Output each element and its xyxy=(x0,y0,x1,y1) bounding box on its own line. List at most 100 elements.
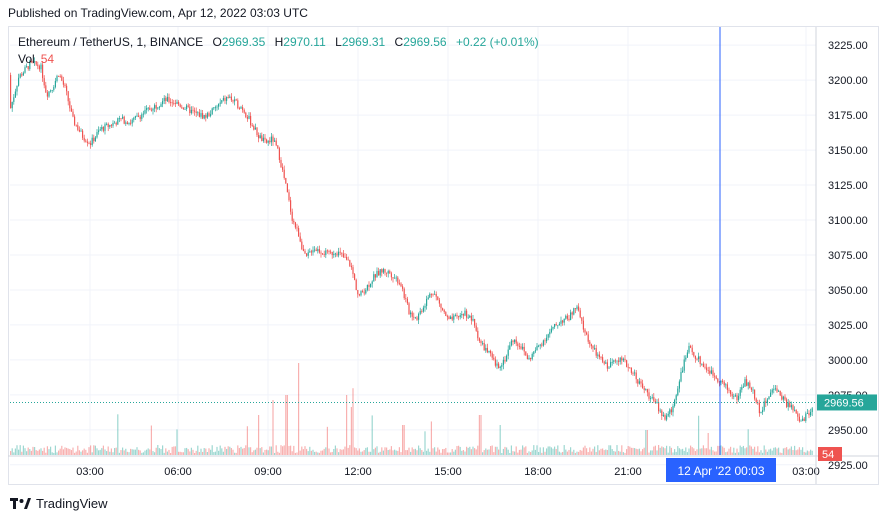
candle-body xyxy=(445,312,447,317)
volume-bar xyxy=(210,449,212,455)
volume-bar xyxy=(102,445,104,455)
volume-bar xyxy=(486,449,488,455)
volume-bar xyxy=(722,446,724,455)
volume-bar xyxy=(106,451,108,455)
candle-body xyxy=(629,367,631,369)
candle-body xyxy=(530,357,532,360)
volume-bar xyxy=(688,448,690,455)
candle-body xyxy=(43,78,45,86)
volume-bar xyxy=(355,448,357,455)
candle-body xyxy=(339,251,341,253)
volume-bar xyxy=(206,452,208,455)
volume-bar xyxy=(150,425,152,455)
volume-bar xyxy=(762,452,764,455)
volume-bar xyxy=(224,446,226,455)
volume-bar xyxy=(472,446,474,455)
volume-bar xyxy=(456,446,458,455)
volume-bar xyxy=(554,446,556,455)
candle-body xyxy=(746,379,748,386)
candle-body xyxy=(568,318,570,321)
volume-bar xyxy=(259,448,261,455)
candle-body xyxy=(518,345,520,347)
volume-bar xyxy=(58,450,60,455)
candle-body xyxy=(138,115,140,117)
candle-body xyxy=(541,344,543,346)
candle-body xyxy=(714,375,716,377)
candle-body xyxy=(323,254,325,256)
volume-bar xyxy=(498,449,500,455)
last-price-badge xyxy=(817,394,877,411)
candle-body xyxy=(578,306,580,311)
candle-body xyxy=(626,360,628,367)
candle-body xyxy=(512,340,514,343)
volume-bar xyxy=(403,425,405,455)
candle-body xyxy=(226,96,228,101)
candle-body xyxy=(491,353,493,358)
candle-body xyxy=(258,135,260,139)
volume-bar xyxy=(21,451,23,455)
volume-bar xyxy=(282,446,284,455)
candle-body xyxy=(176,102,178,104)
candle-body xyxy=(558,323,560,326)
candle-body xyxy=(466,310,468,318)
volume-bar xyxy=(592,448,594,455)
candle-body xyxy=(117,118,119,125)
symbol-name[interactable]: Ethereum / TetherUS, 1, BINANCE xyxy=(18,35,204,49)
volume-bar xyxy=(723,447,725,455)
volume-bar xyxy=(326,426,328,455)
candle-body xyxy=(355,279,357,291)
candle-body xyxy=(195,111,197,113)
candle-body xyxy=(106,123,108,125)
volume-bar xyxy=(718,445,720,455)
volume-bar xyxy=(613,451,615,455)
volume-bar xyxy=(544,451,546,455)
low-value: 2969.31 xyxy=(341,35,386,49)
volume-bar xyxy=(558,451,560,455)
volume-bar xyxy=(683,450,685,455)
volume-bar xyxy=(608,445,610,455)
candle-body xyxy=(520,346,522,349)
volume-bar xyxy=(245,445,247,455)
candle-body xyxy=(40,64,42,70)
volume-bar xyxy=(630,447,632,455)
volume-bar xyxy=(808,451,810,455)
candle-body xyxy=(616,360,618,362)
candle-body xyxy=(179,104,181,107)
volume-bar xyxy=(48,449,50,455)
volume-bar xyxy=(672,452,674,455)
candle-body xyxy=(131,119,133,124)
candle-body xyxy=(317,249,319,252)
volume-bar xyxy=(154,452,156,455)
candle-body xyxy=(206,113,208,118)
candle-body xyxy=(102,126,104,131)
volume-bar xyxy=(98,450,100,455)
volume-bar xyxy=(405,450,407,455)
volume-bar xyxy=(616,445,618,455)
candle-body xyxy=(88,142,90,144)
volume-bar xyxy=(435,451,437,455)
volume-bar xyxy=(262,452,264,455)
candle-body xyxy=(141,114,143,119)
y-tick-label: 3000.00 xyxy=(828,355,868,367)
volume-bar xyxy=(430,421,432,455)
volume-bar xyxy=(563,445,565,455)
candle-body xyxy=(186,105,188,109)
candle-body xyxy=(70,108,72,112)
volume-bar xyxy=(686,452,688,455)
volume-bar xyxy=(341,449,343,455)
candle-body xyxy=(658,402,660,412)
volume-bar xyxy=(107,446,109,455)
volume-bar xyxy=(482,452,484,455)
candle-body xyxy=(118,118,120,120)
volume-bar xyxy=(382,450,384,455)
candle-body xyxy=(22,72,24,76)
volume-bar xyxy=(62,449,64,455)
candle-body xyxy=(392,277,394,279)
volume-bar xyxy=(642,449,644,455)
volume-bar xyxy=(698,415,700,455)
candle-body xyxy=(272,136,274,142)
tradingview-brand[interactable]: TradingView xyxy=(10,496,108,511)
candle-body xyxy=(480,340,482,343)
volume-bar xyxy=(10,451,12,455)
